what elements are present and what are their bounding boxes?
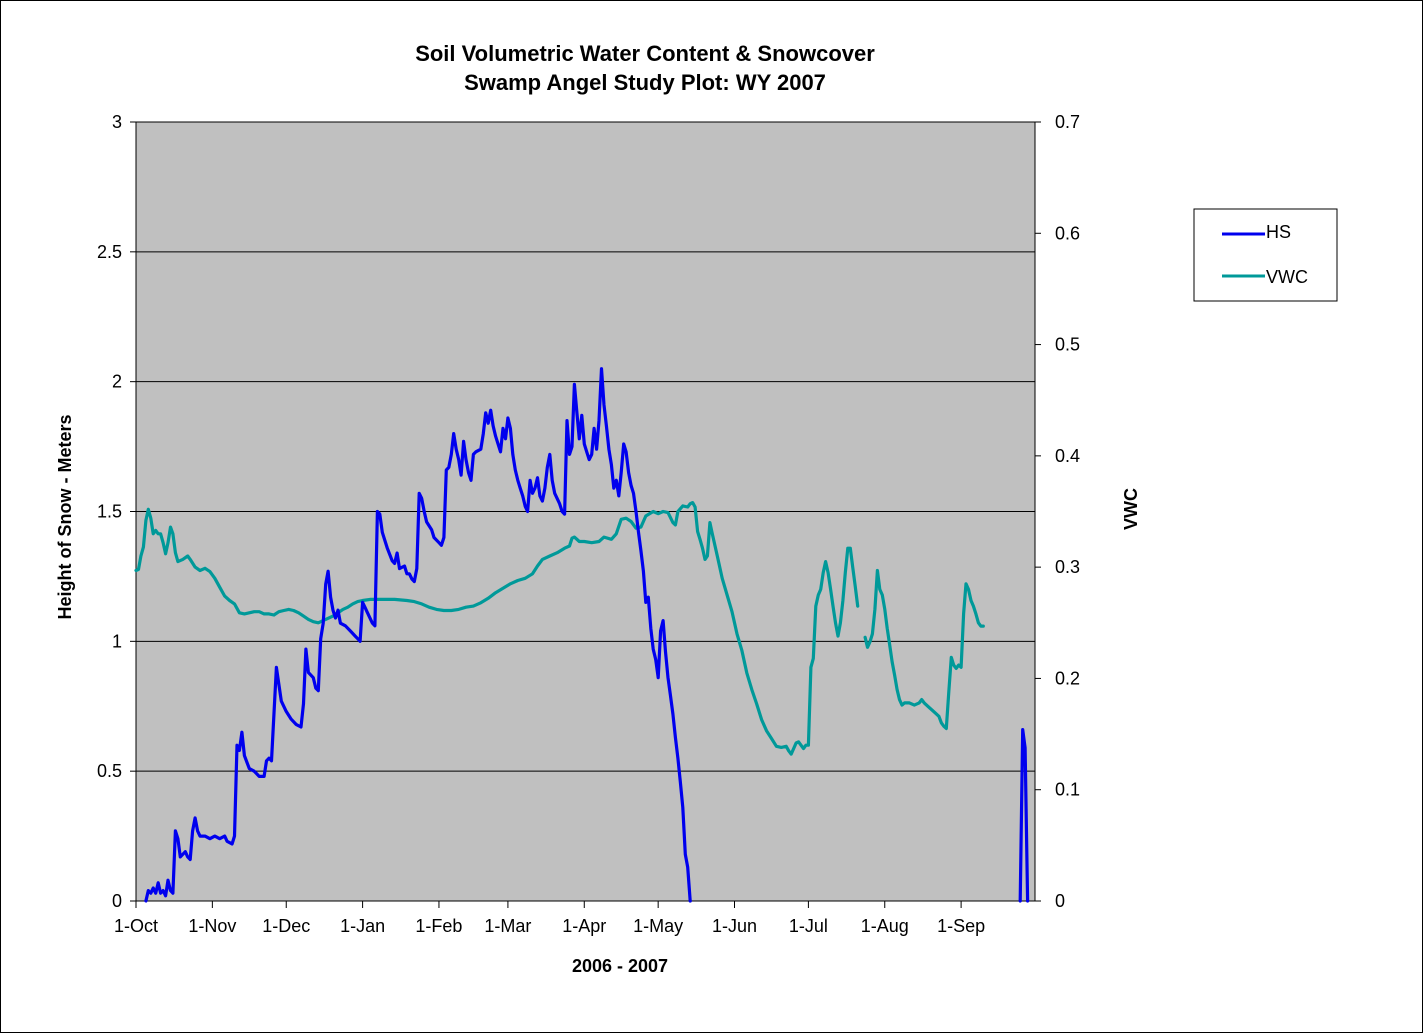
x-tick-label: 1-Sep	[937, 916, 985, 936]
x-axis-label: 2006 - 2007	[572, 956, 668, 976]
legend-label-hs: HS	[1266, 222, 1291, 242]
y-tick-label: 2	[112, 372, 122, 392]
series-vwc	[134, 501, 985, 756]
x-tick-label: 1-Dec	[262, 916, 310, 936]
y-tick-label: 2.5	[97, 242, 122, 262]
y2-axis-label: VWC	[1121, 488, 1141, 530]
gridlines	[136, 121, 1035, 772]
legend-box	[1193, 208, 1338, 302]
series-hs	[144, 367, 1030, 903]
series-line-vwc	[863, 568, 985, 731]
x-tick-label: 1-Apr	[562, 916, 606, 936]
y-tick-label: 0	[112, 891, 122, 911]
series-line-vwc	[134, 501, 860, 756]
y-tick-label: 1.5	[97, 502, 122, 522]
chart-subtitle: Swamp Angel Study Plot: WY 2007	[464, 70, 826, 95]
y2-tick-label: 0	[1055, 891, 1065, 911]
chart-title: Soil Volumetric Water Content & Snowcove…	[415, 41, 875, 66]
y-tick-label: 0.5	[97, 761, 122, 781]
x-tick-label: 1-Aug	[861, 916, 909, 936]
series-line-hs	[144, 367, 692, 903]
y-tick-label: 1	[112, 631, 122, 651]
x-tick-label: 1-Jun	[712, 916, 757, 936]
x-tick-label: 1-Mar	[484, 916, 531, 936]
series-line-hs	[1018, 728, 1030, 903]
x-tick-label: 1-Feb	[415, 916, 462, 936]
right-axis-ticks: 0 0.1 0.2 0.3 0.4 0.5 0.6 0.7	[1035, 112, 1080, 911]
x-tick-label: 1-May	[633, 916, 683, 936]
y2-tick-label: 0.6	[1055, 223, 1080, 243]
y2-tick-label: 0.4	[1055, 446, 1080, 466]
y2-tick-label: 0.5	[1055, 335, 1080, 355]
y2-tick-label: 0.3	[1055, 557, 1080, 577]
x-tick-label: 1-Jan	[340, 916, 385, 936]
y2-tick-label: 0.7	[1055, 112, 1080, 132]
y-tick-label: 3	[112, 112, 122, 132]
x-tick-label: 1-Jul	[789, 916, 828, 936]
y2-tick-label: 0.1	[1055, 780, 1080, 800]
legend: HS VWC	[1193, 208, 1338, 302]
x-axis-ticks: 1-Oct 1-Nov 1-Dec 1-Jan 1-Feb 1-Mar 1-Apr 1-May…	[114, 901, 985, 936]
y2-tick-label: 0.2	[1055, 668, 1080, 688]
x-tick-label: 1-Nov	[188, 916, 236, 936]
legend-label-vwc: VWC	[1266, 267, 1308, 287]
y-axis-label: Height of Snow - Meters	[55, 414, 75, 619]
x-tick-label: 1-Oct	[114, 916, 158, 936]
left-axis-ticks: 0 0.5 1 1.5 2 2.5 3	[97, 112, 136, 911]
